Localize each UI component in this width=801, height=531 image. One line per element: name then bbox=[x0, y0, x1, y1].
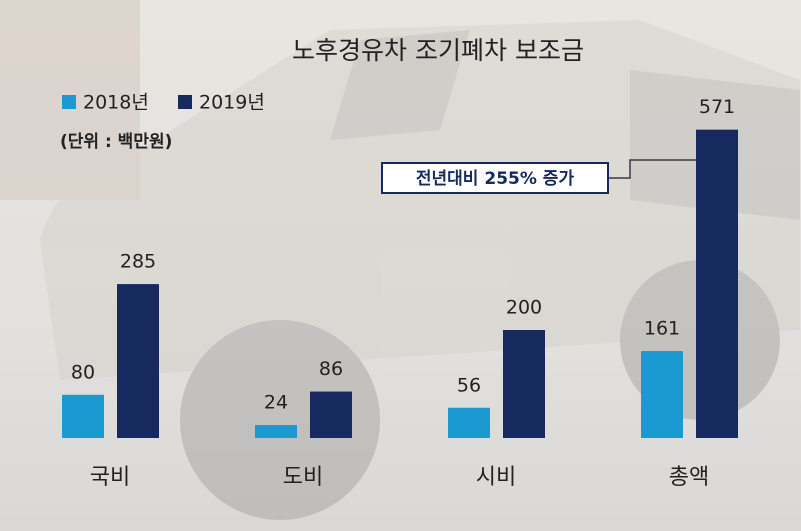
value-label: 80 bbox=[71, 361, 95, 383]
bar bbox=[448, 407, 490, 438]
annotation-box bbox=[381, 162, 609, 194]
bar bbox=[641, 351, 683, 438]
bar bbox=[310, 391, 352, 438]
bar bbox=[255, 425, 297, 438]
value-label: 86 bbox=[319, 358, 343, 380]
legend-label: 2019년 bbox=[199, 92, 265, 114]
x-tick-label: 국비 bbox=[90, 465, 130, 490]
value-label: 285 bbox=[120, 251, 156, 273]
annotation: 전년대비 255% 증가 bbox=[416, 169, 575, 189]
value-label: 571 bbox=[699, 96, 735, 118]
chart-title: 노후경유차 조기폐차 보조금 bbox=[292, 36, 584, 65]
bar bbox=[62, 394, 104, 438]
value-label: 56 bbox=[457, 374, 481, 396]
value-label: 24 bbox=[264, 392, 288, 414]
bar bbox=[503, 330, 545, 438]
bar bbox=[117, 284, 159, 438]
legend-swatch bbox=[178, 95, 192, 109]
legend-label: 2018년 bbox=[83, 92, 149, 114]
legend-swatch bbox=[62, 95, 76, 109]
x-tick-label: 총액 bbox=[669, 465, 709, 490]
bar bbox=[696, 129, 738, 438]
value-label: 200 bbox=[506, 297, 542, 319]
unit-label: (단위 : 백만원) bbox=[60, 132, 172, 152]
x-tick-label: 시비 bbox=[476, 465, 516, 490]
value-label: 161 bbox=[644, 318, 680, 340]
x-tick-label: 도비 bbox=[283, 465, 323, 490]
photo-shapes bbox=[0, 0, 800, 520]
